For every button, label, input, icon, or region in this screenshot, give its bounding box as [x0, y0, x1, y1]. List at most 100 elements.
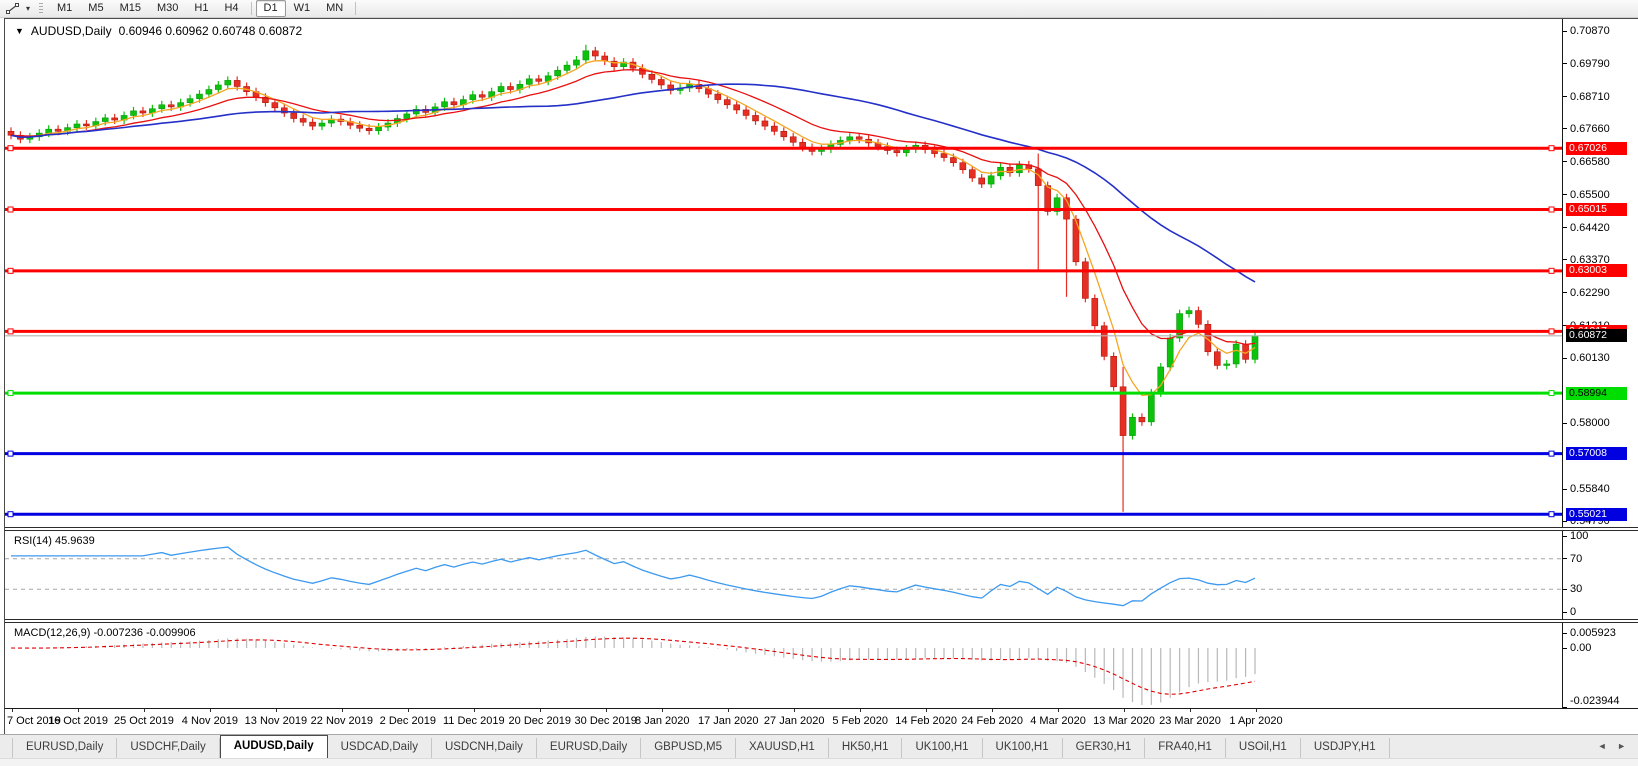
price-tick-mark — [1563, 422, 1567, 424]
timeframe-button-m1[interactable]: M1 — [57, 2, 73, 14]
price-tick-label: 0.66580 — [1570, 155, 1610, 168]
date-label: 24 Feb 2020 — [961, 715, 1023, 727]
tab-usdchf-daily[interactable]: USDCHF,Daily — [117, 738, 220, 758]
tab-hk50-h1[interactable]: HK50,H1 — [829, 738, 903, 758]
price-level-label[interactable]: 0.63003 — [1566, 264, 1627, 278]
date-tick-mark — [794, 709, 796, 712]
date-tick-mark — [12, 709, 13, 712]
tab-usoil-h1[interactable]: USOil,H1 — [1226, 738, 1301, 758]
chart-menu-caret-icon[interactable]: ▼ — [15, 26, 24, 36]
tab-uk100-h1[interactable]: UK100,H1 — [902, 738, 983, 758]
date-label: 23 Mar 2020 — [1159, 715, 1221, 727]
toolbar-grip[interactable] — [39, 2, 44, 15]
price-tick-label: 0.63370 — [1570, 253, 1610, 266]
rsi-tick-label: 100 — [1570, 531, 1589, 542]
timeframe-button-d1[interactable]: D1 — [255, 0, 286, 17]
price-tick-label: 0.69790 — [1570, 57, 1610, 70]
tab-eurusd-daily[interactable]: EURUSD,Daily — [537, 738, 642, 758]
date-tick-mark — [1058, 709, 1060, 712]
date-label: 8 Jan 2020 — [635, 715, 690, 727]
timeframe-button-h4[interactable]: H4 — [224, 2, 239, 14]
macd-axis[interactable]: 0.005923 0.00 -0.023944 — [1562, 623, 1638, 708]
rsi-pane: RSI(14) 45.9639 100 70 30 0 — [5, 531, 1638, 619]
price-tick-label: 0.60130 — [1570, 352, 1610, 365]
timeframe-button-h1[interactable]: H1 — [194, 2, 209, 14]
tab-fra40-h1[interactable]: FRA40,H1 — [1145, 738, 1226, 758]
timeframe-toolbar: ▾ M1 M5 M15 M30 H1 H4 D1 W1 MN — [0, 0, 1638, 18]
date-tick-mark — [1256, 709, 1257, 712]
tab-xauusd-h1[interactable]: XAUUSD,H1 — [736, 738, 829, 758]
date-label: 17 Jan 2020 — [697, 715, 759, 727]
macd-tick-mark — [1563, 706, 1567, 708]
macd-tick-label: 0.00 — [1570, 642, 1592, 654]
macd-tick-mark — [1563, 632, 1567, 634]
tab-audusd-daily[interactable]: AUDUSD,Daily — [219, 735, 328, 758]
date-tick-mark — [143, 709, 145, 712]
macd-pane: MACD(12,26,9) -0.007236 -0.009906 0.0059… — [5, 623, 1638, 708]
tab-usdjpy-h1[interactable]: USDJPY,H1 — [1301, 738, 1390, 758]
chart-tab-bar: EURUSD,Daily USDCHF,Daily AUDUSD,Daily USDC… — [0, 734, 1638, 758]
status-strip — [0, 758, 1638, 766]
rsi-axis[interactable]: 100 70 30 0 — [1562, 531, 1638, 619]
price-level-label[interactable]: 0.67026 — [1566, 141, 1627, 155]
date-tick-mark — [728, 709, 730, 712]
date-tick-mark — [1124, 709, 1126, 712]
rsi-chart-canvas[interactable] — [5, 531, 1562, 619]
date-label: 7 Oct 2019 — [7, 715, 61, 727]
price-level-label[interactable]: 0.57008 — [1566, 447, 1627, 461]
price-tick-mark — [1563, 259, 1567, 261]
date-tick-mark — [992, 709, 994, 712]
price-tick-mark — [1563, 488, 1567, 490]
tab-eurusd-daily[interactable]: EURUSD,Daily — [12, 738, 118, 758]
line-draw-tool-icon[interactable] — [5, 2, 21, 15]
macd-tick-mark — [1563, 647, 1567, 649]
date-label: 14 Feb 2020 — [895, 715, 958, 727]
date-tick-mark — [209, 709, 211, 712]
date-tick-mark — [926, 709, 928, 712]
rsi-tick-label: 0 — [1570, 606, 1577, 618]
timeframe-button-m5[interactable]: M5 — [88, 2, 104, 14]
timeframe-button-m15[interactable]: M15 — [119, 2, 141, 14]
pane-splitter-rsi[interactable] — [5, 527, 1638, 531]
rsi-tick-mark — [1563, 535, 1567, 537]
price-chart-canvas[interactable] — [5, 19, 1562, 527]
timeframe-button-mn[interactable]: MN — [326, 2, 344, 14]
ohlc-quote-readout: 0.60946 0.60962 0.60748 0.60872 — [118, 24, 303, 38]
tab-usdcnh-daily[interactable]: USDCNH,Daily — [432, 738, 537, 758]
price-tick-mark — [1563, 30, 1567, 32]
price-level-label[interactable]: 0.55021 — [1566, 507, 1627, 521]
price-level-label[interactable]: 0.58994 — [1566, 386, 1627, 400]
macd-chart-canvas[interactable] — [5, 623, 1562, 708]
price-tick-label: 0.65500 — [1570, 188, 1610, 201]
tab-uk100-h1[interactable]: UK100,H1 — [983, 738, 1063, 758]
price-tick-label: 0.68710 — [1570, 90, 1610, 103]
price-tick-label: 0.64420 — [1570, 221, 1610, 234]
price-tick-mark — [1563, 63, 1567, 65]
tab-ger30-h1[interactable]: GER30,H1 — [1063, 738, 1146, 758]
price-tick-label: 0.55840 — [1570, 483, 1610, 496]
price-tick-mark — [1563, 128, 1567, 130]
tab-scroll-arrows: ◄ ► — [1598, 741, 1630, 751]
tool-dropdown-caret-icon[interactable]: ▾ — [26, 4, 31, 13]
symbol-period-label: AUDUSD,Daily — [30, 24, 112, 38]
price-level-label[interactable]: 0.65015 — [1566, 203, 1627, 216]
tab-usdcad-daily[interactable]: USDCAD,Daily — [328, 738, 432, 758]
price-tick-label: 0.54790 — [1570, 515, 1610, 527]
date-tick-mark — [77, 709, 79, 712]
date-tick-mark — [662, 709, 664, 712]
tab-gbpusd-m5[interactable]: GBPUSD,M5 — [641, 738, 736, 758]
date-tick-mark — [1190, 709, 1192, 712]
date-axis[interactable]: 7 Oct 2019 16 Oct 2019 25 Oct 2019 4 Nov 20… — [4, 708, 1638, 734]
tab-scroll-left-icon[interactable]: ◄ — [1597, 741, 1611, 751]
price-tick-label: 0.67660 — [1570, 122, 1610, 135]
date-label: 13 Mar 2020 — [1093, 715, 1155, 727]
date-tick-mark — [275, 709, 277, 712]
date-label: 13 Nov 2019 — [244, 715, 308, 727]
date-label: 16 Oct 2019 — [48, 715, 108, 727]
timeframe-button-w1[interactable]: W1 — [293, 2, 311, 14]
pane-splitter-macd[interactable] — [5, 619, 1638, 623]
price-axis[interactable]: 0.70870 0.69790 0.68710 0.67660 0.66580 0.655… — [1562, 19, 1638, 527]
timeframe-button-m30[interactable]: M30 — [156, 2, 179, 14]
tab-scroll-right-icon[interactable]: ► — [1617, 741, 1630, 751]
